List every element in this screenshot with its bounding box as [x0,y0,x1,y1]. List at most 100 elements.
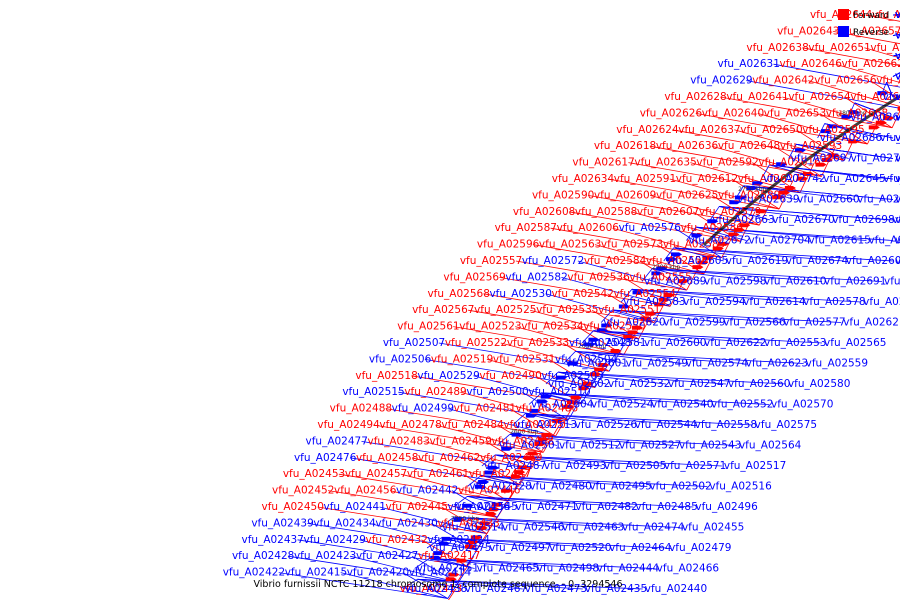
gene-label[interactable]: vfu_A02748 [895,71,900,83]
gene-label[interactable]: vfu_A02423 [294,550,356,562]
gene-label[interactable]: vfu_A02607 [637,206,699,218]
gene-label[interactable]: vfu_A02479 [669,542,731,554]
gene-label[interactable]: vfu_A02427 [356,550,418,562]
gene-label[interactable]: vfu_A02415 [285,567,347,579]
gene-label[interactable]: vfu_A02439 [251,517,313,529]
gene-label[interactable]: vfu_A02777 [895,9,900,21]
gene-label[interactable]: vfu_A02665 [870,42,900,54]
gene-label[interactable]: vfu_A02643 [777,25,839,37]
gene-label[interactable]: vfu_A02641 [726,91,788,103]
gene-label[interactable]: vfu_A02517 [724,460,786,472]
gene-label[interactable]: vfu_A02688 [857,194,900,206]
gene-label[interactable]: vfu_A02711 [895,235,900,247]
gene-label[interactable]: vfu_A02760 [895,91,900,103]
gene-label[interactable]: vfu_A02593 [780,140,842,152]
gene-label[interactable]: vfu_A02569 [443,271,505,283]
gene-label[interactable]: vfu_A02567 [412,304,474,316]
gene-label[interactable]: vfu_A02618 [594,140,656,152]
gene-label[interactable]: vfu_A02596 [477,239,540,251]
gene-label[interactable]: vfu_A02727 [895,71,900,83]
gene-label[interactable]: vfu_A02516 [709,481,772,493]
gene-label[interactable]: vfu_A02581 [584,337,646,349]
gene-label[interactable]: vfu_A02605 [666,255,728,267]
gene-label[interactable]: vfu_A02770 [895,112,900,124]
gene-label[interactable]: vfu_A02476 [294,452,357,464]
gene-label[interactable]: vfu_A02534 [521,321,584,333]
gene-label[interactable]: vfu_A02440 [645,583,707,595]
gene-label[interactable]: vfu_A02481 [454,403,516,415]
gene-label[interactable]: vfu_A02669 [895,153,900,165]
gene-label[interactable]: vfu_A02640 [702,107,764,119]
gene-label[interactable]: vfu_A02489 [404,386,466,398]
gene-label[interactable]: vfu_A02660 [797,194,859,206]
gene-label[interactable]: vfu_A02524 [591,399,654,411]
gene-label[interactable]: vfu_A02608 [513,206,575,218]
gene-label[interactable]: vfu_A02433 [437,517,499,529]
gene-label[interactable]: vfu_A02463 [562,522,624,534]
gene-label[interactable]: vfu_A02627 [738,173,800,185]
gene-label[interactable]: vfu_A02579 [699,206,761,218]
gene-label[interactable]: vfu_A02505 [604,460,666,472]
gene-label[interactable]: vfu_A02501 [499,440,561,452]
gene-label[interactable]: vfu_A02486 [516,403,579,415]
gene-label[interactable]: vfu_A02557 [460,255,522,267]
gene-label[interactable]: vfu_A02475 [429,542,491,554]
gene-label[interactable]: vfu_A02663 [712,214,774,226]
gene-label[interactable]: vfu_A02744 [895,112,900,124]
gene-label[interactable]: vfu_A02523 [459,321,521,333]
gene-label[interactable]: vfu_A02545 [455,501,517,513]
gene-label[interactable]: vfu_A02543 [679,440,741,452]
gene-label[interactable]: vfu_A02734 [895,132,900,144]
gene-label[interactable]: vfu_A02759 [895,71,900,83]
gene-label[interactable]: vfu_A02653 [764,107,826,119]
gene-label[interactable]: vfu_A02417 [418,550,480,562]
gene-label[interactable]: vfu_A02565 [824,337,886,349]
gene-label[interactable]: vfu_A02470 [503,419,565,431]
gene-label[interactable]: vfu_A02597 [863,296,900,308]
gene-label[interactable]: vfu_A02572 [522,255,584,267]
gene-label[interactable]: vfu_A02438 [405,583,467,595]
gene-label[interactable]: vfu_A02540 [651,399,713,411]
gene-label[interactable]: vfu_A02589 [718,189,780,201]
gene-label[interactable]: vfu_A02558 [695,419,757,431]
gene-label[interactable]: vfu_A02676 [876,75,900,87]
gene-label[interactable]: vfu_A02635 [634,157,696,169]
gene-label[interactable]: vfu_A02468 [492,435,554,447]
gene-label[interactable]: vfu_A02674 [786,255,849,267]
gene-label[interactable]: vfu_A02546 [502,522,565,534]
gene-label[interactable]: vfu_A02626 [640,107,703,119]
gene-label[interactable]: vfu_A02721 [851,153,900,165]
gene-label[interactable]: vfu_A02651 [808,42,870,54]
gene-label[interactable]: vfu_A02461 [407,468,469,480]
gene-label[interactable]: vfu_A02429 [304,534,366,546]
gene-label[interactable]: vfu_A02456 [334,485,397,497]
gene-label[interactable]: vfu_A02422 [223,567,285,579]
gene-label[interactable]: vfu_A02420 [347,567,409,579]
gene-label[interactable]: vfu_A02650 [740,124,802,136]
gene-label[interactable]: vfu_A02514 [442,522,505,534]
gene-label[interactable]: vfu_A02520 [549,542,611,554]
gene-label[interactable]: vfu_A02473 [525,583,587,595]
gene-label[interactable]: vfu_A02482 [575,501,637,513]
gene-label[interactable]: vfu_A02450 [262,501,324,513]
gene-label[interactable]: vfu_A02628 [664,91,726,103]
gene-label[interactable]: vfu_A02775 [895,9,900,21]
gene-label[interactable]: vfu_A02442 [396,485,458,497]
gene-label[interactable]: vfu_A02658 [872,9,900,21]
gene-label[interactable]: vfu_A02544 [635,419,698,431]
gene-label[interactable]: vfu_A02672 [688,235,750,247]
gene-label[interactable]: vfu_A02689 [644,276,706,288]
gene-label[interactable]: vfu_A02622 [704,337,766,349]
gene-label[interactable]: vfu_A02499 [392,403,454,415]
gene-label[interactable]: vfu_A02553 [764,337,826,349]
gene-label[interactable]: vfu_A02566 [723,317,786,329]
gene-label[interactable]: vfu_A02413 [400,583,462,595]
gene-label[interactable]: vfu_A02601 [566,358,628,370]
gene-label[interactable]: vfu_A02620 [603,317,665,329]
gene-label[interactable]: vfu_A02578 [803,296,865,308]
gene-label[interactable]: vfu_A02616 [758,157,821,169]
gene-label[interactable]: vfu_A02452 [272,485,334,497]
gene-label[interactable]: vfu_A02646 [779,58,842,70]
gene-label[interactable]: vfu_A02654 [788,91,851,103]
gene-label[interactable]: vfu_A02551 [598,304,660,316]
